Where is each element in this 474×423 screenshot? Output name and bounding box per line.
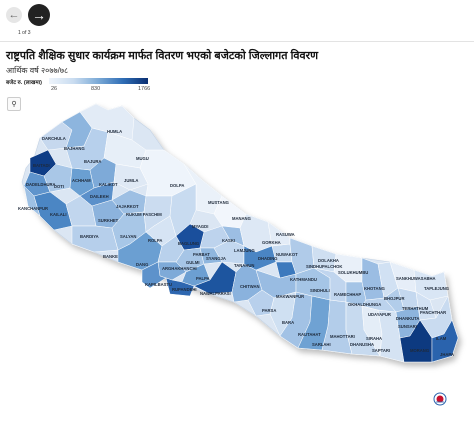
district-label-baglung: BAGLUNG [178,241,199,246]
district-label-palpa: PALPA [196,276,210,281]
district-label-mahottari: MAHOTTARI [330,334,355,339]
district-label-kalikot: KALIKOT [99,182,118,187]
district-label-sankhuwasabha: SANKHUWASABHA [396,276,436,281]
district-label-makwanpur: MAKWANPUR [276,294,304,299]
district-label-dang: DANG [136,262,148,267]
map-title: राष्ट्रपति शैक्षिक सुधार कार्यक्रम मार्फ… [6,50,319,62]
district-label-kathmandu: KATHMANDU [290,277,317,282]
district-label-mustang: MUSTANG [208,200,229,205]
map-search-button[interactable]: ⚲ [7,97,21,111]
district-label-dadeldhura: DADELDHURA [26,182,56,187]
district-label-sarlahi: SARLAHI [312,342,331,347]
district-labels: HUMLA DARCHULA BAJHANG BAITADI DADELDHUR… [18,129,454,357]
district-label-panchthar: PANCHTHAR [420,310,446,315]
header-divider [0,41,474,42]
arrow-left-icon: ← [8,9,20,21]
district-label-surkhet: SURKHET [98,218,119,223]
district-label-saptari: SAPTARI [372,348,390,353]
district-label-parsa: PARSA [262,308,276,313]
search-icon: ⚲ [11,101,17,108]
arrow-right-icon: → [32,7,46,23]
legend-min-label: 26 [51,86,58,92]
district-label-kapilbastu: KAPILBASTU [145,282,172,287]
district-label-okhaldhunga: OKHALDHUNGA [348,302,381,307]
previous-page-button[interactable]: ← [6,7,22,23]
district-label-rasuwa: RASUWA [276,232,295,237]
legend-title: बजेट रु. (लाखमा) [6,80,42,86]
district-banke-shape [71,225,119,253]
district-label-kaski: KASKI [222,238,235,243]
district-label-kailali: KAILALI [50,212,67,217]
district-label-bajhang: BAJHANG [64,146,85,151]
district-label-doti: DOTI [54,184,64,189]
district-label-parbat: PARBAT [193,252,210,257]
district-label-jhapa: JHAPA [440,352,454,357]
district-label-terhathum: TERHATHUM [402,306,429,311]
district-label-sindhuli: SINDHULI [310,288,330,293]
district-label-bardiya: BARDIYA [80,234,99,239]
district-label-rolpa: ROLPA [148,238,162,243]
district-label-dolakha: DOLAKHA [318,258,339,263]
district-label-siraha: SIRAHA [366,336,382,341]
next-page-button[interactable]: → [28,4,50,26]
district-label-rukum-paschim: RUKUM PASCHIM [126,212,162,217]
district-label-arghakhanchi: ARGHAKHANCHI [162,266,197,271]
district-label-salyan: SALYAN [120,234,136,239]
district-label-nawalparasi: NAWALPARASI [200,291,231,296]
district-label-banke: BANKE [103,254,118,259]
district-label-sunsari: SUNSARI [398,324,417,329]
district-label-dolpa: DOLPA [170,183,184,188]
district-label-nuwakot: NUWAKOT [276,252,298,257]
fiscal-year-subtitle: आर्थिक वर्ष २०७७/७८ [6,66,69,75]
district-label-bajura: BAJURA [84,159,101,164]
district-label-rautahat: RAUTAHAT [298,332,321,337]
district-label-bara: BARA [282,320,294,325]
district-label-dhading: DHADING [258,256,278,261]
district-label-baitadi: BAITADI [33,163,50,168]
district-label-jajarkot: JAJARKOT [116,204,139,209]
district-label-solukhumbu: SOLUKHUMBU [338,270,368,275]
district-jumla-shape [113,163,149,191]
district-label-syangja: SYANGJA [206,256,226,261]
district-label-darchula: DARCHULA [42,136,66,141]
district-label-sindhupalchok: SINDHUPALCHOK [306,264,342,269]
district-label-gorkha: GORKHA [262,240,281,245]
district-label-lamjung: LAMJUNG [234,248,255,253]
district-jhapa-shape [431,319,459,363]
government-emblem-logo [433,392,447,406]
district-label-khotang: KHOTANG [364,286,385,291]
district-label-dailekh: DAILEKH [90,194,109,199]
legend-color-scale [49,78,148,84]
district-label-bhojpur: BHOJPUR [384,296,404,301]
district-label-taplejung: TAPLEJUNG [424,286,449,291]
district-label-humla: HUMLA [107,129,122,134]
district-label-udayapur: UDAYAPUR [368,312,391,317]
legend-mid-label: 830 [91,86,101,92]
district-label-morang: MORANG [410,348,429,353]
district-label-myagdi: MYAGDI [192,224,208,229]
district-label-jumla: JUMLA [124,178,138,183]
district-label-ilam: ILAM [436,336,447,341]
district-label-manang: MANANG [232,216,251,221]
district-shading [23,103,459,363]
district-label-tanahun: TANAHUN [234,263,254,268]
district-label-chitwan: CHITWAN [240,284,260,289]
district-label-ramechhap: RAMECHHAP [334,292,361,297]
district-label-dhanusha: DHANUSHA [350,342,374,347]
district-label-mugu: MUGU [136,156,149,161]
legend-max-label: 1766 [138,86,151,92]
page-counter: 1 of 3 [18,30,31,36]
district-label-achham: ACHHAM [72,178,91,183]
district-label-kanchanpur: KANCHANPUR [18,206,48,211]
page-navigation: ← → [6,4,50,26]
district-label-gulmi: GULMI [186,260,200,265]
district-label-dhankuta: DHANKUTA [396,316,419,321]
district-label-rupandehi: RUPANDEHI [172,287,197,292]
